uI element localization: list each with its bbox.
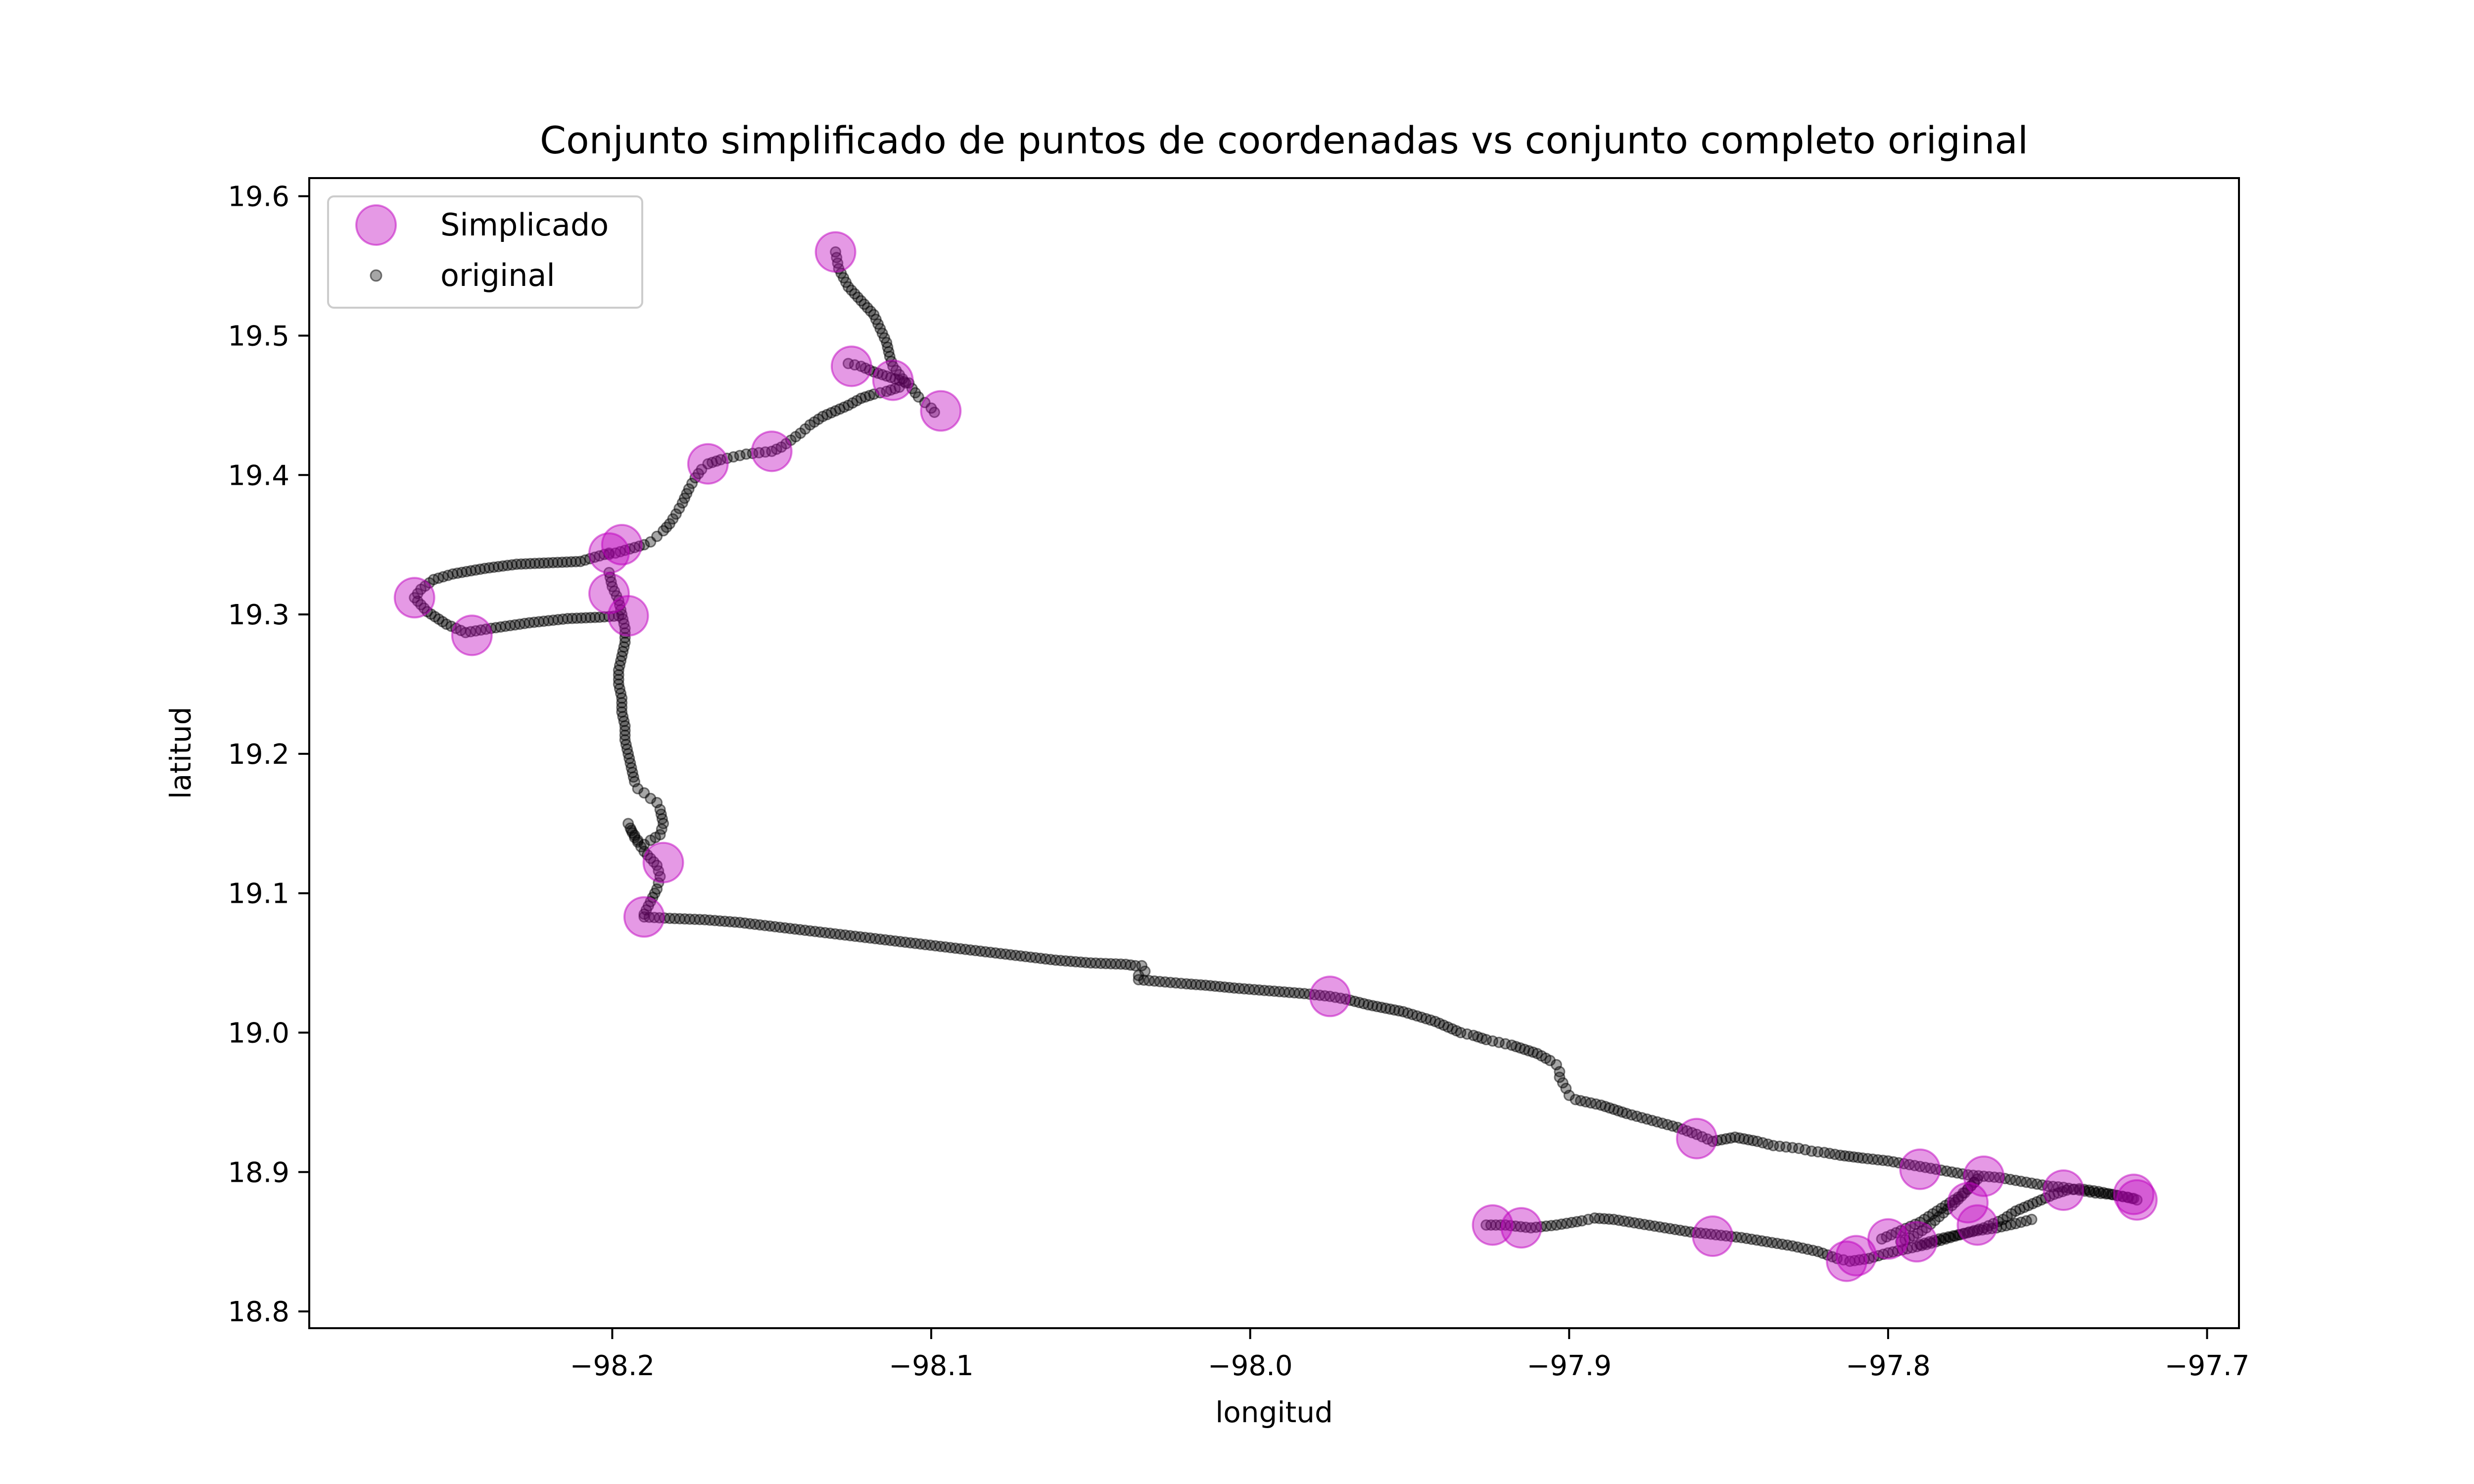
simplified-point — [1677, 1119, 1716, 1159]
x-tick-label: −97.9 — [1526, 1350, 1612, 1382]
x-axis-label: longitud — [1215, 1395, 1333, 1429]
plot-frame — [309, 178, 2239, 1328]
simplified-point — [921, 391, 960, 431]
legend-original-marker — [371, 270, 381, 281]
simplified-point — [2044, 1170, 2083, 1210]
simplified-point — [395, 578, 434, 617]
simplified-point — [752, 431, 792, 471]
original-point — [2027, 1214, 2037, 1224]
simplified-point — [1964, 1157, 2003, 1196]
y-tick-label: 19.0 — [228, 1018, 289, 1050]
y-tick-label: 19.2 — [228, 739, 289, 771]
simplified-point — [2114, 1174, 2153, 1214]
y-tick-label: 19.3 — [228, 599, 289, 631]
chart-title: Conjunto simplificado de puntos de coord… — [540, 118, 2028, 162]
y-axis-label: latitud — [164, 707, 197, 799]
simplified-point — [1897, 1222, 1937, 1261]
x-tick-label: −97.7 — [2165, 1350, 2250, 1382]
simplified-point — [609, 596, 648, 636]
simplified-point — [1310, 976, 1350, 1016]
y-tick-label: 19.4 — [228, 460, 289, 492]
legend-simplified-marker — [356, 205, 396, 245]
x-tick-label: −97.8 — [1846, 1350, 1931, 1382]
simplified-point — [688, 444, 728, 484]
y-tick-label: 18.9 — [228, 1157, 289, 1189]
simplified-point — [589, 533, 629, 573]
simplified-point — [816, 232, 856, 272]
y-tick-label: 19.6 — [228, 181, 289, 213]
simplified-point — [1693, 1216, 1732, 1256]
simplified-point — [624, 897, 664, 937]
simplified-point — [644, 843, 683, 882]
x-tick-label: −98.0 — [1208, 1350, 1293, 1382]
simplified-point — [452, 615, 492, 655]
y-tick-label: 18.8 — [228, 1296, 289, 1328]
simplified-point — [1900, 1150, 1940, 1189]
legend-original-label: original — [440, 257, 555, 293]
simplified-point — [1502, 1208, 1541, 1248]
simplified-point — [1957, 1205, 1997, 1245]
legend: Simplicado original — [328, 196, 642, 308]
x-tick-label: −98.2 — [570, 1350, 655, 1382]
simplified-point — [832, 346, 871, 386]
y-tick-label: 19.5 — [228, 320, 289, 352]
legend-simplified-label: Simplicado — [440, 207, 609, 243]
plot-area — [309, 178, 2239, 1328]
simplified-point — [873, 361, 913, 400]
y-tick-label: 19.1 — [228, 878, 289, 910]
x-tick-label: −98.1 — [889, 1350, 974, 1382]
